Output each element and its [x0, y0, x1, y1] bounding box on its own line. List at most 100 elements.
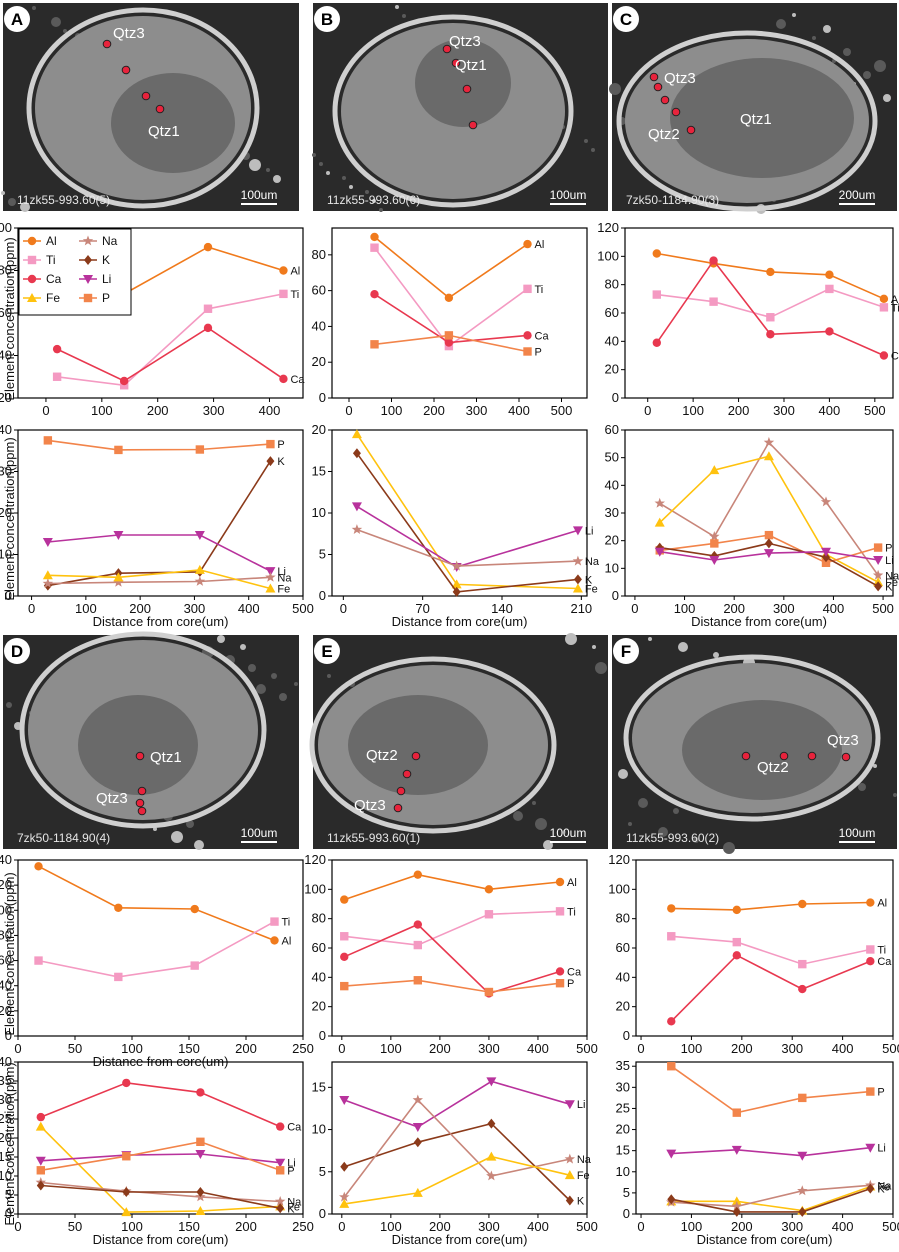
y-tick-label: 5	[623, 1185, 630, 1200]
data-point-al	[444, 293, 454, 302]
series-label-p: P	[567, 978, 574, 990]
y-tick-label: 80	[312, 247, 326, 262]
series-label-na: Na	[585, 556, 600, 568]
x-tick-label: 400	[527, 1219, 549, 1234]
data-point-p	[276, 1166, 285, 1175]
data-point-na	[275, 1196, 286, 1206]
x-tick-label: 500	[292, 601, 314, 616]
zone-label: Qtz3	[449, 33, 481, 50]
matrix-crystal	[327, 674, 331, 678]
y-tick-label: 10	[312, 505, 326, 520]
matrix-crystal	[312, 153, 316, 157]
data-point-p	[484, 987, 494, 997]
data-point-k	[573, 574, 582, 585]
series-line-ti	[344, 910, 561, 946]
data-point-p	[36, 1166, 45, 1175]
plot-frame	[624, 227, 894, 399]
grain-rim	[616, 30, 878, 212]
data-point-na	[42, 578, 54, 588]
matrix-crystal	[6, 702, 12, 708]
x-axis-label: Distance from core(um)	[392, 1232, 528, 1247]
data-point-li	[666, 1149, 677, 1159]
y-tick-label: 20	[312, 422, 326, 437]
y-tick-label: 20	[0, 505, 12, 520]
y-tick-label: 120	[597, 220, 619, 235]
data-point-k	[413, 1137, 422, 1148]
data-point-k	[732, 1206, 741, 1217]
data-point-k	[822, 552, 830, 563]
data-point-p	[732, 1108, 741, 1117]
data-point-ca	[555, 967, 565, 976]
data-point-li	[113, 530, 124, 540]
series-label-ti: Ti	[535, 284, 544, 296]
analysis-spot	[807, 751, 817, 761]
y-tick-label: 25	[0, 1111, 12, 1126]
plot-frame	[331, 859, 588, 1037]
data-point-na	[486, 1170, 497, 1181]
matrix-crystal	[1, 191, 5, 195]
data-point-al	[798, 899, 807, 909]
data-point-li	[275, 1158, 286, 1168]
data-point-ca	[203, 323, 213, 333]
data-point-al	[340, 895, 349, 904]
y-tick-label: 80	[312, 911, 326, 926]
analysis-spot	[396, 786, 406, 796]
matrix-crystal	[379, 208, 383, 212]
y-tick-label: 120	[304, 852, 326, 867]
matrix-crystal	[628, 822, 632, 826]
y-tick-label: 140	[0, 852, 12, 867]
data-point-fe	[42, 570, 53, 580]
y-tick-label: 0	[5, 1028, 12, 1043]
legend-marker	[83, 293, 93, 303]
data-point-ca	[122, 1078, 131, 1088]
data-point-na	[763, 436, 775, 447]
data-point-li	[339, 1096, 350, 1105]
matrix-crystal	[194, 840, 204, 850]
zone-label: Qtz2	[648, 126, 680, 143]
data-point-na	[820, 496, 832, 507]
data-point-na	[797, 1185, 808, 1196]
series-label-k: K	[585, 574, 593, 586]
data-point-ti	[203, 304, 213, 313]
legend-marker	[27, 274, 37, 284]
y-tick-label: 40	[0, 1054, 12, 1069]
x-tick-label: 100	[681, 1041, 703, 1056]
panel-f-image: F Qtz3 Qtz2 11zk55-993.60(2) 100um	[612, 635, 897, 854]
data-point-al	[270, 936, 279, 945]
x-tick-label: 300	[773, 601, 795, 616]
grain-rim	[26, 7, 260, 209]
analysis-spot	[411, 751, 421, 761]
scale-bar-label: 100um	[241, 826, 278, 840]
data-point-p	[195, 445, 205, 454]
matrix-crystal	[294, 682, 298, 686]
data-point-al	[203, 242, 213, 252]
y-tick-label: 40	[312, 318, 326, 333]
y-tick-label: 80	[605, 277, 619, 292]
data-point-p	[122, 1152, 131, 1161]
matrix-crystal	[326, 171, 330, 175]
data-point-na	[351, 524, 363, 534]
quartz-core	[348, 695, 488, 795]
series-label-li: Li	[877, 1143, 886, 1155]
data-point-ti	[370, 243, 379, 252]
x-tick-label: 70	[415, 601, 429, 616]
data-point-ti	[119, 381, 129, 390]
y-tick-label: 50	[605, 450, 619, 465]
sample-id: 7zk50-1184.90(4)	[17, 831, 110, 845]
data-point-p	[873, 543, 883, 552]
data-point-ti	[709, 297, 718, 306]
series-line-ca	[670, 954, 871, 1022]
series-line-al	[38, 865, 275, 942]
data-point-li	[763, 549, 774, 559]
x-tick-label: 300	[773, 403, 795, 418]
y-tick-label: 20	[312, 999, 326, 1014]
data-point-k	[340, 1161, 349, 1172]
x-tick-label: 200	[235, 1041, 257, 1056]
series-label-p: P	[877, 1087, 884, 1099]
matrix-crystal	[256, 684, 266, 694]
legend-marker	[84, 255, 92, 265]
analysis-spot	[779, 751, 789, 761]
sample-id: 11zk55-993.60(5)	[17, 193, 110, 207]
data-point-ti	[879, 303, 889, 312]
y-tick-label: 35	[616, 1058, 630, 1073]
